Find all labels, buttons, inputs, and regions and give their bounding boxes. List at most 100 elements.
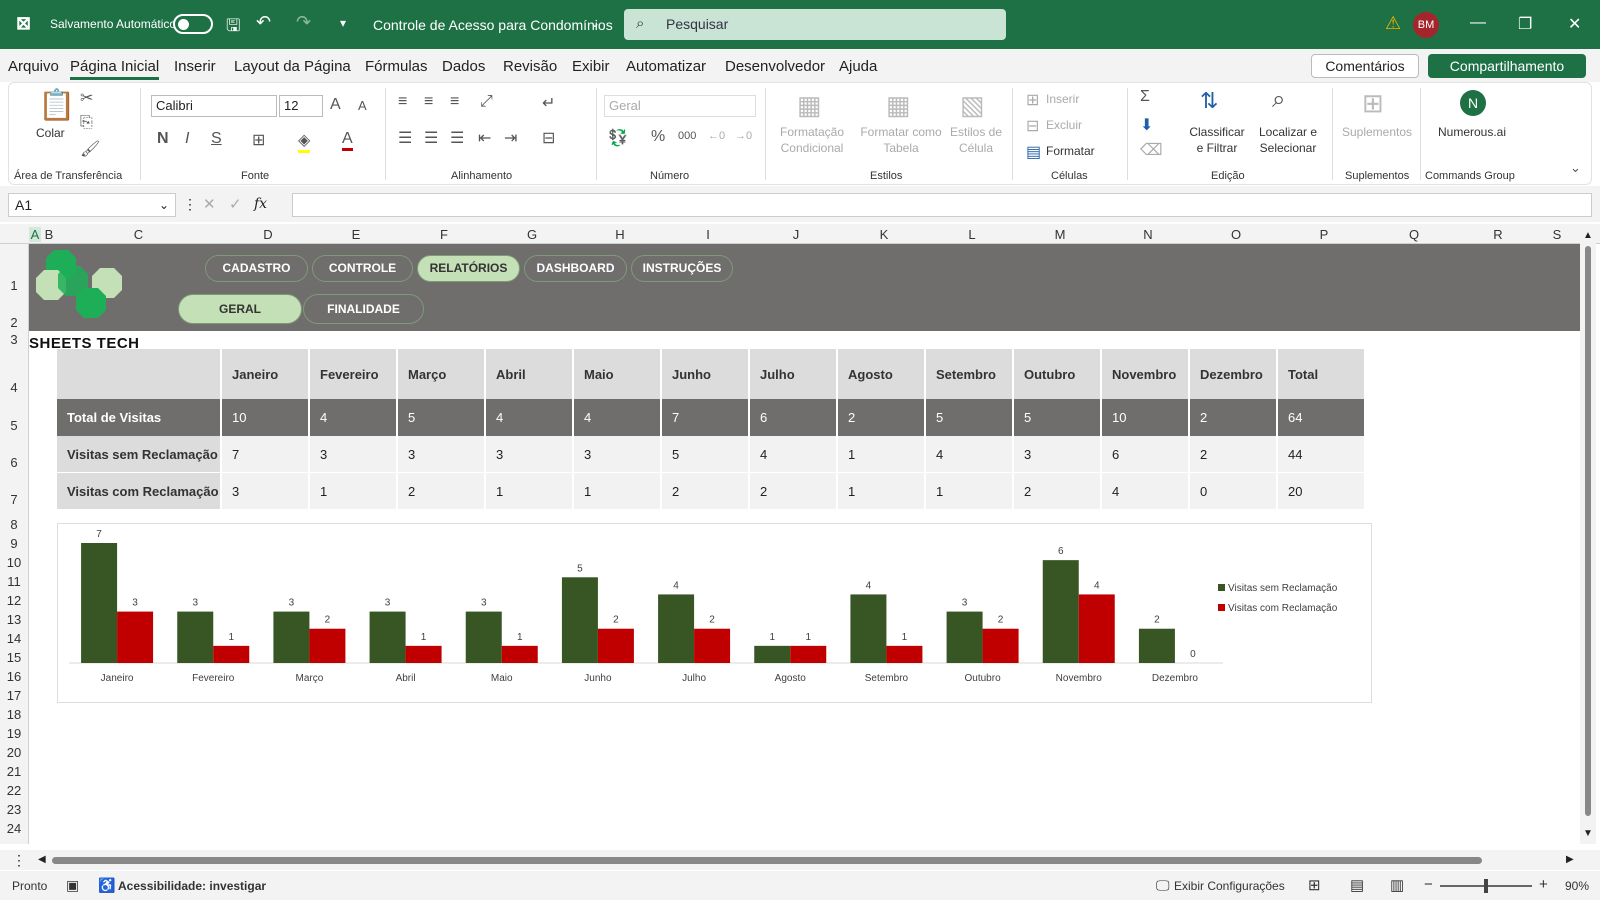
- increase-indent-icon[interactable]: ⇥: [504, 130, 518, 147]
- number-format-select[interactable]: Geral: [604, 95, 756, 117]
- menu-desenvolvedor[interactable]: Desenvolvedor: [725, 58, 826, 75]
- table-header-cell[interactable]: Agosto: [838, 349, 924, 399]
- find-select-button[interactable]: Localizar e Selecionar: [1258, 125, 1318, 155]
- title-chevron-icon[interactable]: ⌄: [590, 16, 601, 30]
- scroll-right-icon[interactable]: ▶: [1566, 854, 1574, 865]
- chart-bar[interactable]: [273, 611, 310, 663]
- sheet-options-icon[interactable]: ⋮: [12, 852, 26, 868]
- underline-icon[interactable]: S: [211, 130, 222, 147]
- table-cell[interactable]: 4: [1102, 473, 1188, 510]
- decrease-indent-icon[interactable]: ⇤: [478, 130, 492, 147]
- font-color-icon[interactable]: A: [342, 130, 353, 151]
- table-cell[interactable]: 2: [838, 399, 924, 436]
- name-box[interactable]: A1 ⌄: [8, 193, 176, 217]
- table-cell[interactable]: 2: [1014, 473, 1100, 510]
- table-cell[interactable]: 2: [662, 473, 748, 510]
- addins-button[interactable]: Suplementos: [1341, 125, 1413, 139]
- decrease-decimal-icon[interactable]: →0: [735, 130, 753, 142]
- align-center-icon[interactable]: ☰: [424, 130, 439, 147]
- table-cell[interactable]: 5: [398, 399, 484, 436]
- column-header[interactable]: R: [1493, 227, 1503, 242]
- table-header-cell[interactable]: Julho: [750, 349, 836, 399]
- increase-decimal-icon[interactable]: ←0: [708, 130, 726, 142]
- table-cell[interactable]: 2: [1190, 399, 1276, 436]
- column-header[interactable]: N: [1143, 227, 1153, 242]
- column-header[interactable]: F: [440, 227, 448, 242]
- chart-bar[interactable]: [1042, 560, 1079, 663]
- table-header-cell[interactable]: Outubro: [1014, 349, 1100, 399]
- align-right-icon[interactable]: ☰: [450, 130, 465, 147]
- visits-chart[interactable]: 7 3 Janeiro 3 1 Fevereiro 3 2 Março 3 1 Abril 3 1 Maio…: [57, 523, 1372, 703]
- table-cell[interactable]: 5: [662, 436, 748, 473]
- table-header-cell[interactable]: Dezembro: [1190, 349, 1276, 399]
- column-header[interactable]: K: [879, 227, 889, 242]
- row-header[interactable]: 13: [6, 612, 22, 627]
- table-header-cell[interactable]: Janeiro: [222, 349, 308, 399]
- column-header[interactable]: H: [615, 227, 625, 242]
- chart-bar[interactable]: [754, 645, 791, 663]
- table-cell[interactable]: 44: [1278, 436, 1364, 473]
- row-header[interactable]: 17: [6, 688, 22, 703]
- column-header[interactable]: B: [44, 227, 54, 242]
- menu-pagina-inicial[interactable]: Página Inicial: [70, 58, 160, 80]
- align-middle-icon[interactable]: ≡: [424, 93, 434, 110]
- row-header[interactable]: 1: [10, 278, 18, 293]
- subtab-geral[interactable]: GERAL: [178, 294, 302, 324]
- table-header-cell[interactable]: Total: [1278, 349, 1364, 399]
- clear-icon[interactable]: ⌫: [1140, 142, 1163, 159]
- row-header[interactable]: 7: [10, 492, 18, 507]
- chart-bar[interactable]: [501, 645, 538, 663]
- table-cell[interactable]: 6: [750, 399, 836, 436]
- zoom-slider[interactable]: [1440, 879, 1532, 893]
- chart-bar[interactable]: [658, 594, 695, 663]
- delete-cells-icon[interactable]: ⊟: [1026, 118, 1040, 135]
- column-header[interactable]: P: [1319, 227, 1329, 242]
- table-header-cell[interactable]: Abril: [486, 349, 572, 399]
- row-header[interactable]: 15: [6, 650, 22, 665]
- scroll-down-icon[interactable]: ▼: [1583, 828, 1593, 839]
- vertical-scrollbar[interactable]: ▲ ▼: [1580, 230, 1596, 844]
- column-header[interactable]: C: [133, 227, 144, 242]
- undo-icon[interactable]: ↶: [256, 12, 272, 32]
- bold-icon[interactable]: N: [157, 130, 169, 147]
- row-header[interactable]: 14: [6, 631, 22, 646]
- row-header[interactable]: 3: [10, 332, 18, 347]
- table-cell[interactable]: 4: [750, 436, 836, 473]
- fill-color-icon[interactable]: ◈: [298, 130, 311, 153]
- function-icon[interactable]: fx: [254, 196, 268, 212]
- table-cell[interactable]: 7: [662, 399, 748, 436]
- autosave-toggle[interactable]: [173, 14, 213, 34]
- paste-button[interactable]: Colar: [36, 126, 65, 140]
- copy-icon[interactable]: ⎘: [80, 114, 93, 131]
- column-header[interactable]: L: [968, 227, 976, 242]
- shrink-font-icon[interactable]: A: [358, 98, 367, 113]
- table-cell[interactable]: 4: [310, 399, 396, 436]
- insert-cells-icon[interactable]: ⊞: [1026, 92, 1040, 109]
- chart-bar[interactable]: [465, 611, 502, 663]
- table-cell[interactable]: 2: [398, 473, 484, 510]
- table-cell[interactable]: 3: [1014, 436, 1100, 473]
- formula-input[interactable]: [292, 193, 1592, 217]
- accessibility-icon[interactable]: ♿: [98, 877, 116, 893]
- chart-bar[interactable]: [1078, 594, 1115, 663]
- align-bottom-icon[interactable]: ≡: [450, 93, 460, 110]
- numerous-button[interactable]: Numerous.ai: [1437, 125, 1507, 139]
- numerous-icon[interactable]: N: [1460, 90, 1486, 116]
- chart-bar[interactable]: [369, 611, 406, 663]
- table-cell[interactable]: 10: [222, 399, 308, 436]
- grow-font-icon[interactable]: A: [330, 96, 341, 113]
- row-header[interactable]: 22: [6, 783, 22, 798]
- column-header[interactable]: S: [1552, 227, 1562, 242]
- format-cells-button[interactable]: Formatar: [1046, 144, 1095, 158]
- menu-revisao[interactable]: Revisão: [503, 58, 558, 75]
- chart-bar[interactable]: [982, 628, 1019, 663]
- paste-icon[interactable]: 📋: [38, 89, 76, 122]
- table-cell[interactable]: 4: [574, 399, 660, 436]
- row-header[interactable]: 6: [10, 455, 18, 470]
- chart-bar[interactable]: [946, 611, 983, 663]
- customize-toolbar-icon[interactable]: ▾: [340, 16, 347, 30]
- restore-icon[interactable]: ❐: [1518, 16, 1533, 33]
- borders-icon[interactable]: ⊞: [252, 132, 266, 149]
- minimize-icon[interactable]: —: [1470, 14, 1486, 31]
- row-label[interactable]: Total de Visitas: [57, 399, 220, 436]
